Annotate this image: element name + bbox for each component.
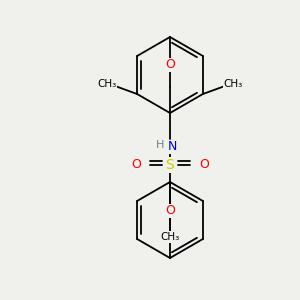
- Text: O: O: [199, 158, 209, 172]
- Text: O: O: [165, 58, 175, 71]
- Text: S: S: [166, 158, 174, 172]
- Text: CH₃: CH₃: [160, 232, 180, 242]
- Text: CH₃: CH₃: [223, 79, 242, 89]
- Text: CH₃: CH₃: [98, 79, 117, 89]
- Text: O: O: [131, 158, 141, 172]
- Text: H: H: [156, 140, 164, 150]
- Text: O: O: [165, 205, 175, 218]
- Text: N: N: [167, 140, 177, 154]
